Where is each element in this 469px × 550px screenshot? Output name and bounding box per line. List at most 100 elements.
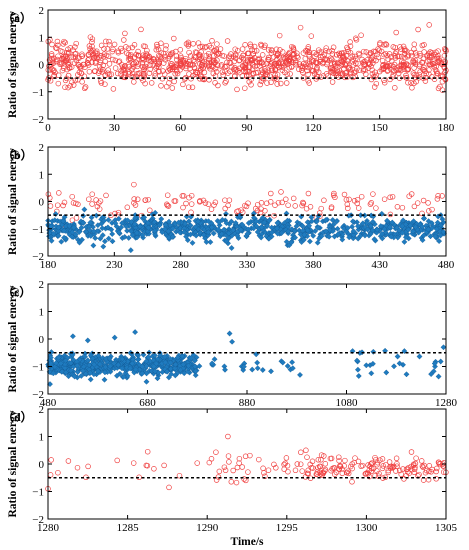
data-point-circle [153, 47, 160, 53]
data-point-diamond [48, 349, 55, 356]
data-point-diamond [402, 234, 409, 241]
data-point-diamond [435, 373, 442, 380]
data-point-circle [221, 464, 228, 470]
data-point-circle [226, 197, 233, 203]
data-point-diamond [316, 235, 323, 242]
data-point-diamond [254, 359, 261, 366]
y-tick-label: 2 [39, 279, 45, 291]
data-point-circle [234, 464, 241, 471]
data-point-circle [285, 57, 292, 64]
data-point-circle [88, 48, 95, 55]
data-point-circle [363, 71, 369, 78]
data-point-diamond [145, 224, 152, 231]
y-tick-label: −2 [32, 114, 44, 126]
data-point-diamond [55, 232, 62, 239]
data-point-circle [262, 473, 268, 480]
x-tick-label: 90 [242, 122, 254, 134]
data-point-circle [151, 466, 157, 472]
data-point-circle [322, 461, 329, 467]
data-point-diamond [57, 360, 64, 367]
data-point-circle [410, 58, 416, 65]
data-point-diamond [53, 360, 60, 366]
data-point-circle [147, 207, 153, 214]
data-point-diamond [355, 373, 362, 379]
data-point-circle [392, 50, 399, 57]
y-tick-label: 1 [39, 307, 45, 319]
data-point-circle [180, 204, 186, 211]
data-point-circle [261, 44, 268, 50]
data-point-diamond [168, 371, 175, 378]
data-point-diamond [118, 224, 125, 231]
data-point-diamond [296, 227, 303, 234]
data-point-circle [248, 82, 254, 88]
data-point-circle [347, 463, 354, 470]
data-point-diamond [104, 224, 111, 231]
data-point-circle [340, 53, 346, 59]
data-point-circle [309, 68, 316, 74]
data-point-circle [200, 197, 207, 204]
data-point-circle [79, 51, 85, 57]
data-point-circle [186, 194, 192, 201]
data-point-diamond [261, 219, 268, 226]
data-point-diamond [326, 233, 333, 240]
data-point-circle [213, 46, 220, 53]
data-point-circle [247, 452, 253, 459]
x-tick-label: 1305 [435, 522, 458, 534]
data-point-circle [121, 67, 128, 73]
data-point-diamond [133, 229, 140, 236]
data-point-circle [185, 39, 192, 46]
data-point-circle [54, 202, 61, 208]
data-point-circle [241, 68, 247, 74]
data-point-circle [271, 75, 278, 82]
panel-label: （d） [2, 409, 33, 424]
data-point-circle [342, 457, 348, 464]
data-point-diamond [419, 237, 426, 244]
data-point-circle [98, 42, 105, 49]
data-point-circle [387, 465, 394, 471]
data-point-diamond [151, 227, 158, 234]
data-point-circle [293, 60, 299, 66]
data-point-diamond [195, 218, 201, 225]
data-point-circle [65, 59, 72, 65]
data-point-circle [164, 192, 171, 198]
data-point-circle [117, 71, 124, 77]
data-point-circle [190, 57, 197, 63]
data-point-circle [198, 55, 204, 62]
data-point-circle [309, 458, 316, 465]
data-point-circle [122, 63, 128, 69]
data-point-circle [426, 22, 432, 28]
data-point-circle [382, 474, 389, 481]
data-point-diamond [440, 344, 447, 351]
y-tick-label: −1 [32, 224, 44, 236]
data-point-diamond [420, 215, 427, 222]
data-point-circle [354, 196, 361, 203]
data-point-circle [158, 54, 165, 60]
data-point-circle [360, 59, 367, 65]
data-point-circle [256, 456, 262, 463]
data-point-circle [86, 43, 93, 49]
data-point-circle [208, 44, 215, 51]
data-point-circle [387, 194, 393, 201]
data-point-circle [308, 33, 315, 39]
data-point-circle [239, 46, 246, 52]
data-point-circle [86, 196, 92, 202]
y-tick-label: −1 [32, 487, 44, 499]
data-point-circle [345, 205, 351, 212]
data-point-diamond [132, 366, 139, 373]
chart-panel-a: 0 30 60 90 120 150 180 −2 −1 0 1 2 （a）Ratio of signa… [2, 5, 455, 134]
data-point-circle [326, 57, 333, 64]
data-point-diamond [50, 370, 57, 377]
data-point-circle [304, 48, 310, 54]
data-point-circle [163, 42, 169, 49]
data-point-circle [328, 205, 335, 212]
data-point-circle [195, 40, 202, 46]
y-tick-label: −2 [32, 514, 44, 526]
data-point-circle [339, 72, 346, 78]
data-point-circle [436, 55, 442, 62]
data-point-circle [162, 46, 169, 52]
data-point-diamond [66, 222, 73, 229]
data-point-circle [122, 30, 128, 37]
data-point-circle [225, 453, 232, 459]
data-point-diamond [129, 232, 136, 239]
